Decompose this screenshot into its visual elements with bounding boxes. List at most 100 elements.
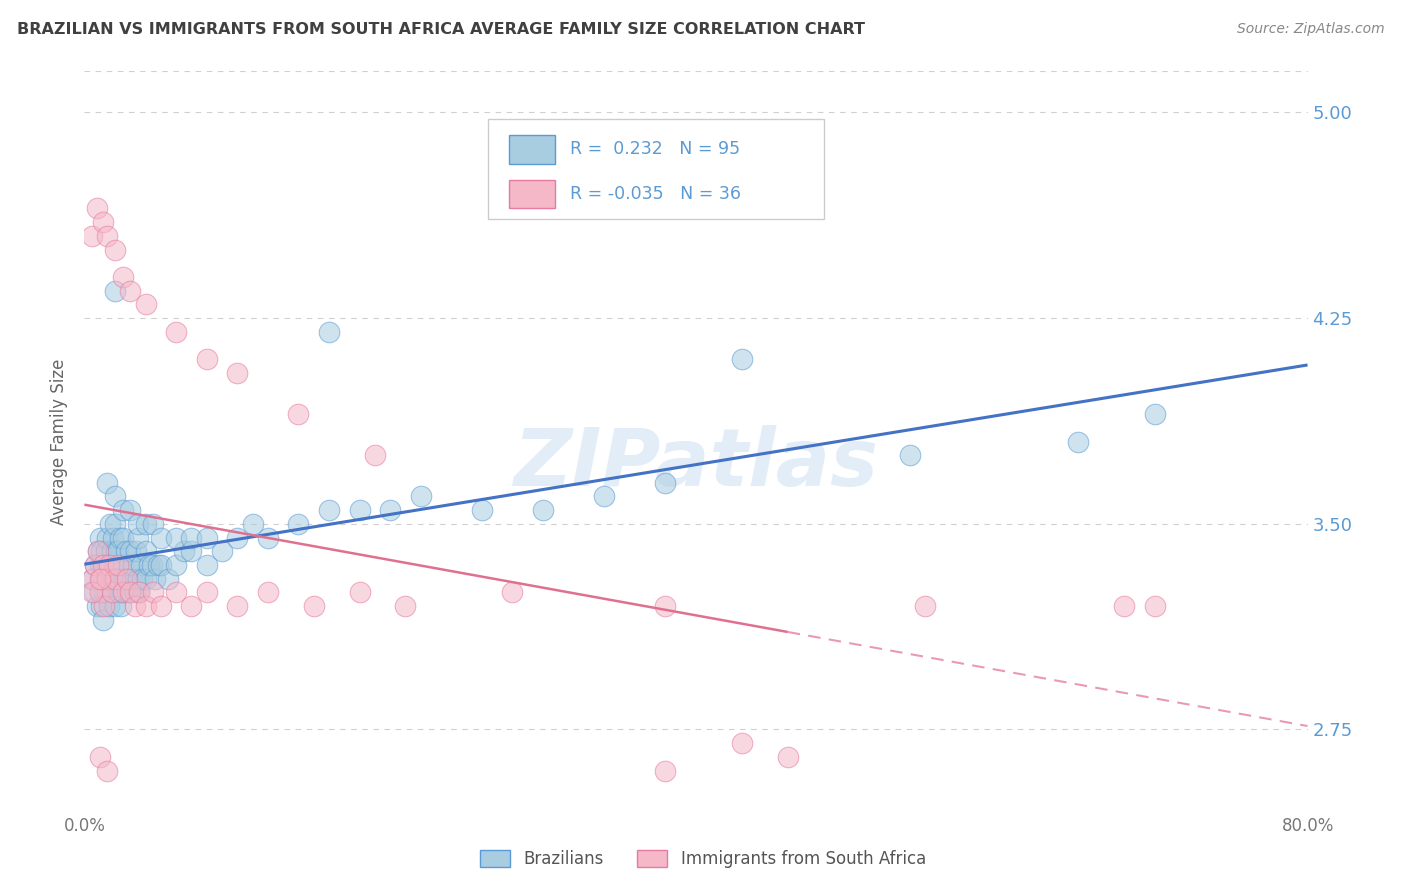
Point [104, 243, 127, 257]
Point [89, 572, 111, 586]
Point [101, 585, 124, 599]
Point [118, 558, 141, 572]
Point [127, 531, 149, 545]
Point [111, 558, 134, 572]
Point [111, 270, 134, 285]
Point [86, 202, 108, 216]
Point [242, 516, 264, 531]
Point [914, 599, 936, 613]
Point [287, 407, 309, 421]
Point [98, 572, 121, 586]
Point [593, 489, 616, 503]
Point [120, 585, 142, 599]
Point [89, 531, 111, 545]
Point [1114, 599, 1136, 613]
Point [108, 572, 131, 586]
Point [97, 599, 120, 613]
Point [731, 352, 754, 367]
Point [654, 764, 676, 778]
Point [89, 585, 111, 599]
Point [111, 531, 134, 545]
Point [89, 750, 111, 764]
Point [165, 558, 187, 572]
Point [104, 516, 127, 531]
Point [96, 558, 118, 572]
FancyBboxPatch shape [488, 120, 824, 219]
Point [135, 599, 157, 613]
Point [112, 572, 135, 586]
Point [90, 572, 112, 586]
Point [128, 585, 150, 599]
Point [135, 572, 157, 586]
Point [104, 599, 127, 613]
Point [195, 585, 218, 599]
Point [129, 558, 152, 572]
Point [107, 558, 129, 572]
Point [776, 750, 799, 764]
Point [108, 531, 131, 545]
Legend: Brazilians, Immigrants from South Africa: Brazilians, Immigrants from South Africa [474, 843, 932, 875]
Point [96, 764, 118, 778]
Point [91, 558, 114, 572]
FancyBboxPatch shape [509, 136, 555, 163]
Point [93, 558, 115, 572]
Point [124, 599, 146, 613]
Point [471, 503, 494, 517]
Point [84, 558, 107, 572]
Point [84, 558, 107, 572]
Point [531, 503, 554, 517]
Point [165, 531, 187, 545]
Point [127, 572, 149, 586]
Point [349, 585, 371, 599]
Point [141, 558, 163, 572]
Point [80, 228, 103, 243]
Point [257, 531, 280, 545]
Point [143, 572, 166, 586]
Point [115, 572, 138, 586]
Point [80, 585, 103, 599]
Point [226, 531, 249, 545]
Point [91, 215, 114, 229]
Point [149, 531, 172, 545]
Point [124, 585, 146, 599]
Point [1143, 407, 1166, 421]
Point [120, 284, 142, 298]
Point [502, 585, 524, 599]
Point [654, 599, 676, 613]
Point [380, 503, 402, 517]
Text: Source: ZipAtlas.com: Source: ZipAtlas.com [1237, 22, 1385, 37]
Point [318, 503, 340, 517]
Point [1143, 599, 1166, 613]
Point [135, 516, 157, 531]
Point [98, 516, 121, 531]
Point [111, 503, 134, 517]
Text: BRAZILIAN VS IMMIGRANTS FROM SOUTH AFRICA AVERAGE FAMILY SIZE CORRELATION CHART: BRAZILIAN VS IMMIGRANTS FROM SOUTH AFRIC… [17, 22, 865, 37]
Point [89, 585, 111, 599]
Point [91, 613, 114, 627]
Point [93, 585, 115, 599]
Point [165, 325, 187, 339]
Text: R = -0.035   N = 36: R = -0.035 N = 36 [569, 186, 741, 203]
Point [105, 544, 128, 558]
Text: R =  0.232   N = 95: R = 0.232 N = 95 [569, 140, 740, 159]
Point [1067, 434, 1090, 449]
Point [96, 228, 118, 243]
Point [135, 297, 157, 311]
Point [103, 531, 125, 545]
Point [654, 475, 676, 490]
Point [125, 544, 148, 558]
Point [195, 352, 218, 367]
Point [94, 544, 117, 558]
Point [157, 572, 180, 586]
Point [97, 558, 120, 572]
Point [107, 544, 129, 558]
Point [149, 558, 172, 572]
Point [90, 599, 112, 613]
Point [104, 558, 127, 572]
Point [226, 599, 249, 613]
Point [104, 489, 127, 503]
Point [302, 599, 325, 613]
Point [90, 544, 112, 558]
Point [127, 516, 149, 531]
Point [180, 599, 202, 613]
